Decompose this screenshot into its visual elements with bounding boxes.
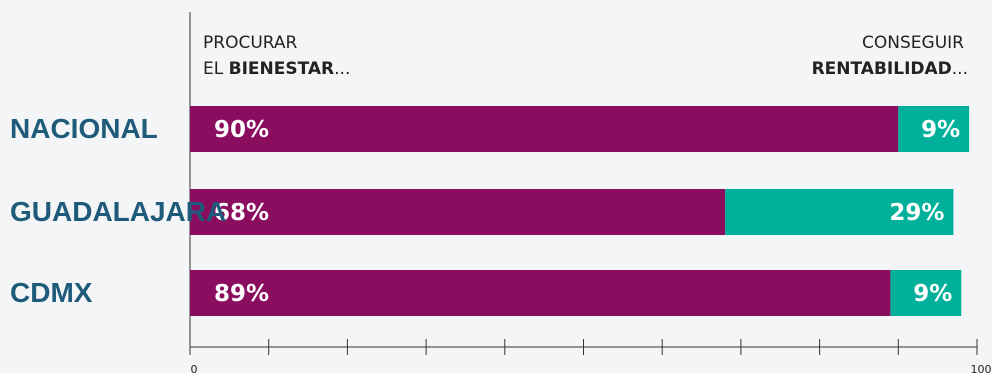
bar-cdmx-series-1	[890, 270, 962, 316]
x-tick-label-100: 100	[971, 363, 992, 373]
category-label-nacional: NACIONAL	[10, 113, 158, 144]
bar-value-label-guadalajara-series-0: 68%	[214, 200, 269, 226]
bar-value-label-nacional-series-1: 9%	[921, 117, 960, 143]
left-header-prefix: EL	[203, 59, 229, 79]
category-labels: NACIONAL GUADALAJARA CDMX	[10, 113, 226, 308]
bar-value-label-guadalajara-series-1: 29%	[889, 200, 944, 226]
right-header-line1: CONSEGUIR	[862, 33, 964, 53]
left-header-line2: EL BIENESTAR...	[203, 59, 350, 79]
right-header-bold: RENTABILIDAD	[812, 59, 952, 79]
bar-value-label-cdmx-series-1: 9%	[913, 281, 952, 307]
bar-value-label-nacional-series-0: 90%	[214, 117, 269, 143]
bars-group: 90% 9% 68% 29% 89% 9%	[190, 106, 970, 316]
bar-nacional-series-0	[190, 106, 899, 152]
bar-guadalajara-series-1	[725, 189, 954, 235]
left-header-bold: BIENESTAR	[229, 59, 335, 79]
x-tick-label-0: 0	[191, 363, 198, 373]
bar-guadalajara-series-0	[190, 189, 726, 235]
category-label-cdmx: CDMX	[10, 277, 93, 308]
x-ticks	[189, 339, 978, 355]
left-header: PROCURAR EL BIENESTAR...	[203, 33, 350, 79]
right-header: CONSEGUIR RENTABILIDAD...	[812, 33, 968, 79]
category-label-guadalajara: GUADALAJARA	[10, 196, 226, 227]
bar-cdmx-series-0	[190, 270, 891, 316]
bar-nacional-series-1	[898, 106, 970, 152]
left-header-suffix: ...	[334, 59, 350, 79]
right-header-line2: RENTABILIDAD...	[812, 59, 968, 79]
bar-value-label-cdmx-series-0: 89%	[214, 281, 269, 307]
left-header-line1: PROCURAR	[203, 33, 298, 53]
right-header-suffix: ...	[952, 59, 968, 79]
